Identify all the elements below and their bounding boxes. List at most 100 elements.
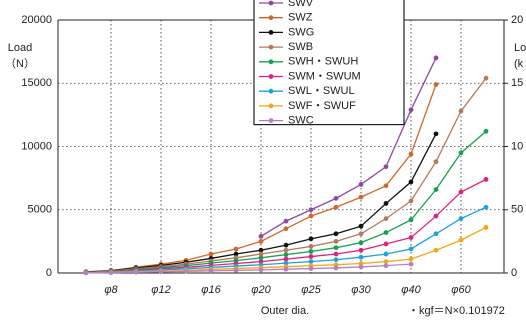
data-point [283, 266, 289, 272]
y-axis-label: Load [8, 42, 32, 54]
data-point [458, 150, 464, 156]
data-point [383, 230, 389, 235]
data-point [283, 247, 289, 253]
data-point [458, 237, 464, 243]
note: ・kgf＝N×0.101972 [408, 305, 505, 317]
data-point [358, 182, 364, 187]
data-point [383, 201, 389, 206]
legend-label: SWB [288, 41, 313, 53]
data-point [358, 231, 364, 237]
data-point [408, 107, 414, 113]
data-point [308, 244, 314, 249]
legend-label: SWL・SWUL [288, 85, 355, 97]
y2-tick-label: 10 [511, 140, 523, 152]
legend-swatch [268, 44, 274, 50]
data-point [258, 267, 264, 273]
legend-swatch [268, 74, 274, 79]
y2-tick-label: 50 [511, 204, 523, 216]
x-tick-label: φ40 [401, 284, 421, 296]
x-tick-label: φ16 [201, 284, 221, 296]
data-point [358, 254, 364, 260]
y2-tick-label: 0 [511, 267, 517, 279]
data-point [358, 194, 364, 200]
data-point [308, 249, 314, 254]
data-point [283, 256, 289, 262]
legend-swatch [268, 103, 274, 109]
data-point [283, 226, 289, 232]
data-point [458, 189, 464, 195]
data-point [383, 216, 389, 222]
data-point [433, 187, 439, 192]
data-point [333, 257, 339, 263]
data-point [483, 75, 489, 81]
data-point [408, 217, 414, 223]
data-point [383, 259, 389, 265]
y2-axis-label: Lo [514, 42, 526, 54]
data-point [308, 213, 314, 219]
data-point [333, 238, 339, 244]
y2-tick-label: 20 [511, 14, 523, 26]
data-point [333, 265, 339, 271]
data-point [408, 179, 414, 185]
data-point [433, 82, 439, 87]
legend-swatch [268, 59, 274, 65]
data-point [208, 251, 214, 257]
legend-swatch [268, 88, 274, 94]
data-point [433, 159, 439, 165]
legend-label: SWV [288, 0, 314, 9]
data-point [233, 246, 239, 252]
data-point [383, 251, 389, 257]
data-point [408, 198, 414, 204]
y-axis-label: （N） [5, 57, 35, 70]
x-tick-label: φ20 [251, 284, 271, 296]
data-point [333, 204, 339, 210]
data-point [308, 266, 314, 271]
legend-swatch [268, 118, 274, 123]
data-point [483, 204, 489, 210]
x-tick-label: φ25 [301, 284, 321, 296]
data-point [433, 55, 439, 61]
y-tick-label: 20000 [21, 14, 52, 26]
data-point [383, 241, 389, 247]
data-point [258, 251, 264, 257]
data-point [408, 235, 414, 240]
series-line [85, 263, 412, 274]
data-point [408, 151, 414, 157]
data-point [133, 269, 139, 275]
data-point [358, 240, 364, 246]
legend-label: SWH・SWUH [288, 56, 358, 68]
data-point [283, 260, 289, 266]
data-point [308, 254, 314, 259]
data-point [483, 128, 489, 134]
data-point [258, 247, 264, 253]
data-point [83, 270, 89, 276]
y-tick-label: 10000 [21, 140, 52, 152]
x-tick-label: φ30 [351, 284, 371, 296]
legend-label: SWM・SWUM [288, 70, 361, 82]
data-point [383, 183, 389, 189]
data-point [433, 247, 439, 253]
data-point [283, 218, 289, 224]
legend-swatch [268, 30, 274, 35]
y2-tick-label: 15 [511, 77, 523, 89]
data-point [158, 269, 164, 275]
x-tick-label: φ8 [104, 284, 118, 296]
data-point [358, 261, 364, 266]
legend-label: SWF・SWUF [288, 100, 356, 112]
legend-swatch [268, 15, 274, 21]
y-tick-label: 5000 [28, 204, 52, 216]
data-point [383, 263, 389, 269]
data-point [308, 259, 314, 265]
data-point [233, 267, 239, 273]
data-point [333, 195, 339, 201]
data-point [383, 164, 389, 170]
data-point [283, 252, 289, 258]
legend-label: SWG [288, 26, 314, 38]
legend: SWV SWZ SWG SWB SWH・SWUH SWM・SWUM SWL・SWUL SWF・… [253, 0, 405, 127]
x-tick-label: φ12 [151, 284, 170, 296]
data-point [433, 213, 439, 219]
data-point [333, 231, 339, 237]
data-point [308, 207, 314, 213]
data-point [408, 261, 414, 267]
